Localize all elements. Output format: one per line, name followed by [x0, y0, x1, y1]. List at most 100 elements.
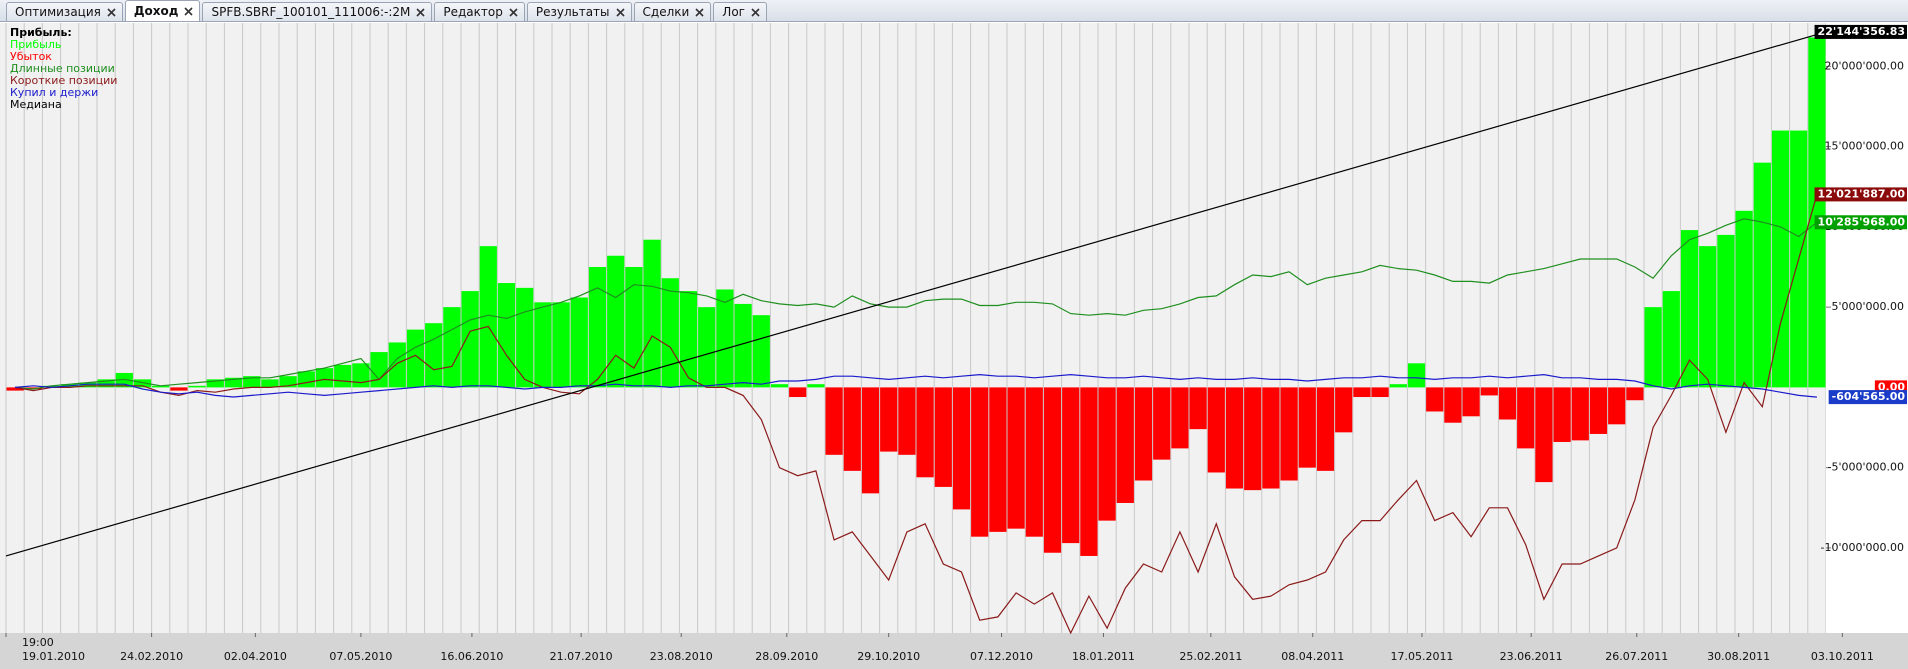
bar: [934, 387, 952, 487]
x-tick-label: 08.04.2011: [1281, 650, 1344, 663]
bar: [698, 307, 716, 388]
legend-entry: Длинные позиции: [10, 62, 115, 75]
legend-entry: Купил и держи: [10, 86, 98, 99]
bar: [1717, 234, 1735, 388]
bar: [1207, 387, 1225, 473]
x-axis-area: [0, 633, 1908, 669]
tab-close[interactable]: [416, 7, 425, 17]
tab[interactable]: Лог: [713, 2, 767, 21]
bar: [224, 377, 243, 388]
tab-label: Оптимизация: [15, 5, 101, 19]
tab[interactable]: Доход: [124, 0, 201, 21]
tab-label: Редактор: [443, 5, 503, 19]
bar: [152, 385, 170, 388]
tab-close[interactable]: [509, 7, 518, 17]
bar: [1389, 384, 1407, 388]
bar: [1134, 387, 1153, 481]
value-marker: 10'285'968.00: [1814, 215, 1907, 230]
bar: [133, 379, 152, 388]
tab-label: Доход: [133, 4, 179, 18]
bar: [334, 364, 352, 388]
bar: [206, 379, 224, 388]
bar: [752, 315, 770, 388]
x-tick-label: 16.06.2010: [440, 650, 503, 663]
y-tick-label: -5'000'000.00: [1827, 461, 1904, 474]
bar: [643, 239, 661, 388]
x-tick-label: 25.02.2011: [1179, 650, 1242, 663]
value-marker-box: [1828, 390, 1907, 405]
bar: [1189, 387, 1207, 430]
y-tick-label: 20'000'000.00: [1824, 59, 1904, 72]
bar: [1407, 363, 1426, 388]
bar: [1626, 387, 1644, 401]
x-tick-label: 07.12.2010: [970, 650, 1033, 663]
bar: [1498, 387, 1517, 420]
tab[interactable]: Редактор: [434, 2, 525, 21]
bar: [1153, 387, 1171, 460]
y-axis-area: [1826, 23, 1908, 633]
bar: [1298, 387, 1316, 468]
value-marker-box: [1814, 215, 1907, 230]
bar: [952, 387, 971, 510]
bar: [1098, 387, 1116, 521]
tab[interactable]: Оптимизация: [6, 2, 123, 21]
value-marker-box: [1814, 24, 1907, 39]
x-time-label: 19:00: [22, 636, 54, 649]
bar: [1262, 387, 1280, 489]
bar: [971, 387, 989, 537]
bar: [1080, 387, 1098, 556]
bar: [1444, 387, 1462, 423]
line: [15, 218, 1818, 390]
bar: [625, 267, 643, 388]
bar: [1735, 210, 1753, 388]
bar: [188, 385, 206, 388]
y-tick-label: 5'000'000.00: [1831, 300, 1904, 313]
bar: [1426, 387, 1444, 412]
value-marker-box: [1814, 187, 1907, 202]
line: [15, 373, 1817, 398]
value-marker: 22'144'356.83: [1814, 24, 1907, 39]
tab-close[interactable]: [695, 7, 704, 17]
y-tick-label: 15'000'000.00: [1824, 140, 1904, 153]
bar: [1244, 387, 1262, 491]
x-tick-label: 18.01.2011: [1072, 650, 1135, 663]
tab[interactable]: Сделки: [633, 2, 712, 21]
tab[interactable]: SPFB.SBRF_100101_111006:-:2M: [202, 2, 433, 21]
bar: [607, 255, 625, 388]
x-tick-label: 30.08.2011: [1707, 650, 1770, 663]
bar: [516, 287, 534, 388]
bar: [315, 368, 334, 388]
bar: [843, 387, 861, 471]
bar: [716, 289, 734, 388]
bar: [1225, 387, 1244, 489]
bar: [1771, 130, 1790, 388]
bar: [1517, 387, 1535, 449]
tab-close[interactable]: [107, 7, 116, 17]
x-tick-label: 21.07.2010: [550, 650, 613, 663]
legend-title: Прибыль:: [10, 26, 72, 39]
tab-close[interactable]: [184, 6, 194, 16]
bar: [1462, 387, 1480, 417]
value-marker-label: 22'144'356.83: [1818, 25, 1905, 38]
bar: [170, 387, 188, 391]
bar: [279, 376, 297, 388]
x-tick-label: 17.05.2011: [1390, 650, 1453, 663]
x-tick-label: 28.09.2010: [755, 650, 818, 663]
bar: [425, 323, 443, 388]
bar: [24, 387, 42, 389]
bar: [1371, 387, 1389, 398]
bar: [370, 352, 388, 388]
bar: [1007, 387, 1025, 529]
legend-entry: Медиана: [10, 98, 62, 111]
bar: [1353, 387, 1371, 398]
bar: [1571, 387, 1589, 441]
bar: [1480, 387, 1498, 396]
tab-close[interactable]: [615, 7, 625, 17]
tab[interactable]: Результаты: [526, 2, 632, 21]
line: [14, 194, 1818, 635]
tab-close[interactable]: [751, 7, 760, 17]
bar: [461, 291, 479, 388]
bar: [1808, 37, 1826, 388]
